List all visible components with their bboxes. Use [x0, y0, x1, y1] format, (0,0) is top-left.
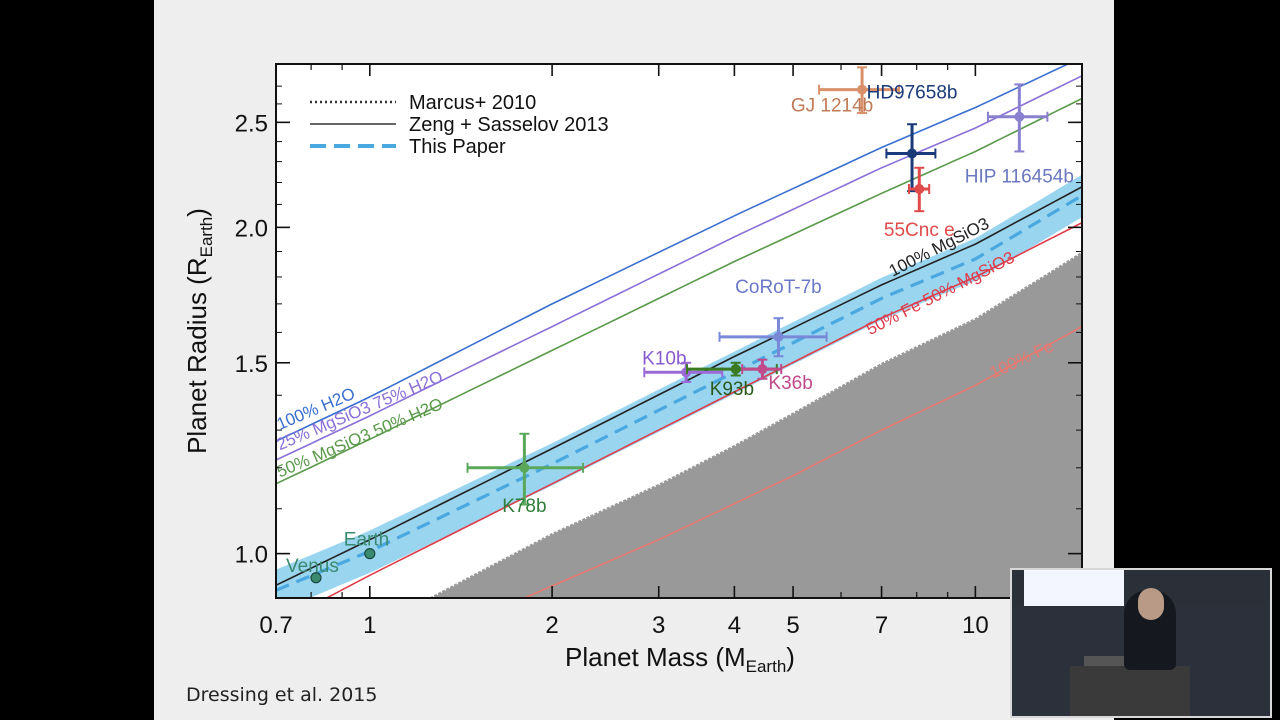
planet-label-2: K78b [502, 496, 546, 517]
planet-point-5 [757, 364, 768, 375]
planet-point-4 [730, 364, 741, 375]
curve-2 [276, 97, 1082, 485]
planet-label-6: CoRoT-7b [735, 277, 822, 298]
curve-0 [276, 64, 1070, 442]
curve-4 [324, 221, 1082, 598]
x-tick-label-5: 5 [786, 612, 799, 639]
planet-6: CoRoT-7b [718, 277, 828, 358]
y-axis-label: Planet Radius (REarth) [182, 208, 216, 454]
y-tick-label-1: 1.5 [235, 351, 268, 378]
planet-point-7 [857, 84, 868, 95]
curve-5 [524, 325, 1082, 598]
planet-11: K10c [1087, 109, 1145, 169]
planet-label-10: HIP 116454b [965, 167, 1074, 188]
planet-point-8 [907, 148, 918, 159]
x-tick-label-1: 1 [363, 612, 376, 639]
planet-point-6 [773, 331, 784, 342]
planet-label-7: GJ 1214b [791, 96, 873, 117]
curve-3 [276, 186, 1082, 586]
planet-1: Earth [344, 530, 389, 560]
x-tick-label-2: 2 [545, 612, 558, 639]
planet-point-9 [914, 183, 925, 194]
planet-label-9: 55Cnc e [884, 220, 955, 241]
citation-credit: Dressing et al. 2015 [186, 684, 378, 706]
this-paper-uncertainty-band [276, 174, 1082, 598]
legend-label-1: Zeng + Sasselov 2013 [409, 114, 609, 136]
planet-point-11 [1113, 146, 1123, 156]
planet-5: K36b [741, 358, 813, 394]
curve-1 [276, 75, 1082, 461]
planet-3: K10b [642, 348, 724, 383]
webcam-laptop [1084, 656, 1134, 666]
planet-label-8: HD97658b [867, 82, 958, 103]
planet-label-4: K93b [710, 379, 754, 400]
planet-7: GJ 1214b [791, 66, 901, 117]
planet-label-3: K10b [642, 348, 686, 369]
x-tick-label-0: 0.7 [259, 612, 292, 639]
x-tick-label-7: 10 [962, 612, 989, 639]
planet-10: HIP 116454b [965, 83, 1074, 188]
y-tick-label-3: 2.5 [235, 110, 268, 137]
planet-label-5: K36b [768, 373, 812, 394]
y-tick-label-0: 1.0 [235, 542, 268, 569]
planet-point-0 [310, 572, 322, 584]
planet-label-11: K10c [1096, 109, 1139, 130]
legend-label-2: This Paper [409, 136, 506, 158]
x-tick-label-6: 7 [875, 612, 888, 639]
planet-8: HD97658b [867, 82, 958, 193]
planet-point-1 [364, 548, 376, 560]
webcam-presenter-head [1138, 588, 1164, 620]
presenter-webcam-video [1010, 568, 1272, 718]
x-axis-label: Planet Mass (MEarth) [565, 642, 795, 676]
planet-9: 55Cnc e [884, 166, 955, 241]
planet-label-0: Venus [286, 556, 339, 577]
planet-point-10 [1014, 111, 1025, 122]
x-tick-label-3: 3 [652, 612, 665, 639]
legend-label-0: Marcus+ 2010 [409, 92, 536, 114]
webcam-projector-screen [1024, 570, 1124, 606]
planet-point-2 [519, 462, 530, 473]
marcus-2010-region [428, 251, 1082, 598]
webcam-desk [1070, 666, 1190, 716]
x-tick-label-4: 4 [728, 612, 741, 639]
y-tick-label-2: 2.0 [235, 215, 268, 242]
plot-frame [275, 63, 1083, 599]
planet-label-1: Earth [344, 530, 389, 551]
planet-0: Venus [286, 556, 339, 584]
planet-2: K78b [466, 432, 585, 517]
